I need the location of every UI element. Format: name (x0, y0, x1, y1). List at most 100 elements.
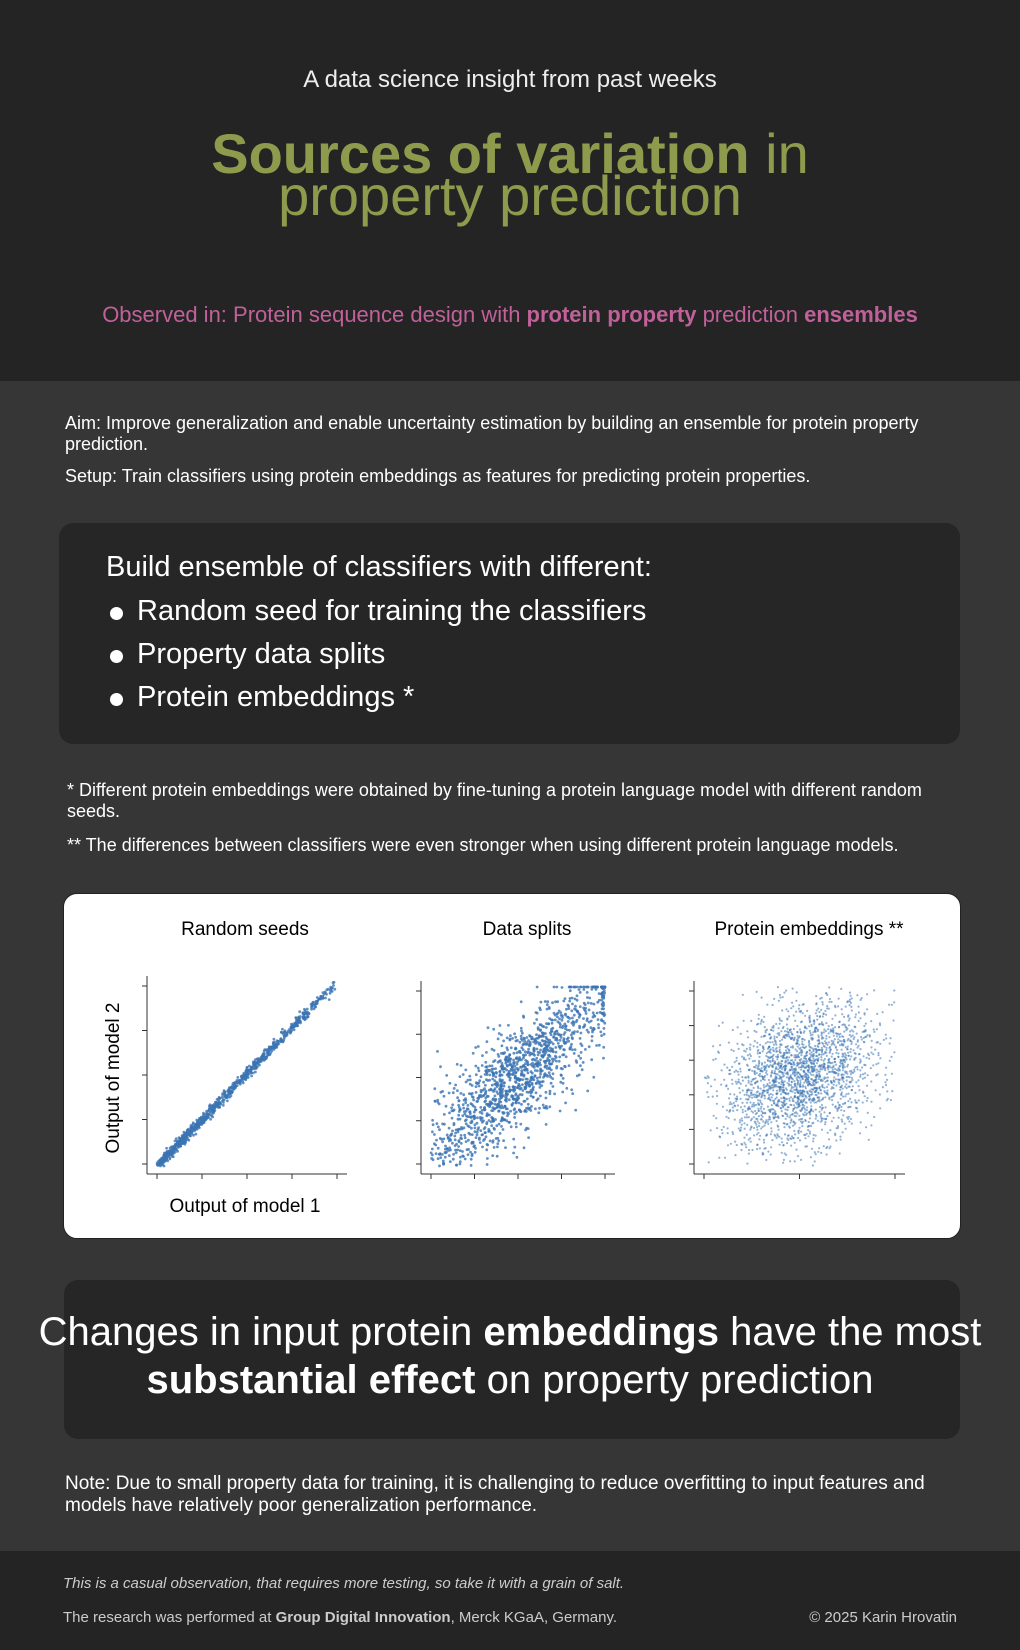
scatter-dot (748, 1096, 751, 1099)
scatter-dot (794, 1082, 797, 1085)
scatter-dot (774, 1110, 777, 1113)
scatter-dot (801, 1120, 805, 1123)
scatter-dot (854, 1013, 858, 1016)
scatter-dot (817, 1150, 820, 1153)
scatter-dot (723, 1156, 727, 1159)
scatter-dot (602, 1032, 606, 1036)
scatter-dot (843, 1059, 846, 1062)
scatter-dot (206, 1116, 210, 1119)
scatter-dot (535, 1081, 538, 1085)
scatter-dot (180, 1141, 184, 1145)
scatter-dot (545, 1073, 548, 1077)
scatter-dot (576, 1030, 579, 1033)
scatter-dot (762, 1138, 766, 1141)
scatter-dot (558, 1025, 562, 1029)
scatter-dot (734, 1140, 737, 1143)
scatter-dot (525, 1068, 529, 1072)
scatter-dot (177, 1136, 181, 1140)
scatter-dot (786, 1071, 789, 1074)
scatter-dot (875, 1063, 878, 1066)
scatter-dot (813, 1069, 816, 1072)
scatter-dot (325, 988, 329, 992)
scatter-dot (448, 1146, 452, 1150)
scatter-dot (471, 1051, 475, 1055)
scatter-dot (800, 1108, 804, 1111)
scatter-dot (809, 1071, 812, 1074)
scatter-dot (789, 1090, 792, 1093)
scatter-dot (774, 1041, 777, 1044)
scatter-dot (756, 1052, 759, 1055)
scatter-dot (567, 1039, 571, 1043)
scatter-dot (494, 1083, 498, 1086)
scatter-dot (186, 1138, 190, 1141)
scatter-dot (778, 1019, 782, 1022)
scatter-dot (543, 1042, 547, 1046)
scatter-dot (492, 1126, 496, 1130)
scatter-dot (550, 1027, 553, 1031)
scatter-dot (859, 998, 862, 1002)
scatter-dot (741, 1079, 745, 1082)
scatter-dot (805, 1027, 808, 1030)
scatter-dot (811, 1047, 814, 1050)
scatter-dot (753, 1103, 756, 1106)
scatter-dot (497, 1122, 501, 1126)
scatter-dot (573, 985, 576, 989)
footnote: * Different protein embeddings were obta… (67, 780, 922, 821)
scatter-dot (805, 1059, 809, 1062)
scatter-dot (430, 1147, 434, 1151)
scatter-dot (778, 1050, 781, 1053)
scatter-dot (541, 1103, 545, 1107)
scatter-dot (791, 1124, 795, 1127)
scatter-dot (746, 1098, 750, 1101)
scatter-dot (756, 1120, 759, 1123)
scatter-dot (827, 1025, 830, 1028)
scatter-dot (862, 1073, 865, 1076)
scatter-dot (735, 1097, 738, 1100)
scatter-dot (763, 1068, 766, 1071)
scatter-dot (813, 1160, 816, 1163)
scatter-dot (512, 1151, 515, 1155)
scatter-dot (847, 1100, 850, 1103)
scatter-dot (228, 1089, 231, 1092)
scatter-dot (761, 1070, 764, 1073)
bullet-text: Property data splits (137, 638, 386, 670)
scatter-dot (516, 1086, 520, 1090)
scatter-dot (485, 1148, 489, 1152)
scatter-dot (513, 1068, 517, 1072)
scatter-dot (786, 1142, 789, 1145)
scatter-dot (835, 1051, 838, 1054)
scatter-dot (824, 1123, 827, 1126)
scatter-dot (431, 1130, 434, 1134)
scatter-dot (740, 1117, 743, 1120)
scatter-dot (774, 1077, 777, 1080)
scatter-dot (866, 993, 869, 996)
scatter-dot (821, 1117, 824, 1120)
scatter-dot (763, 1089, 766, 1092)
scatter-dot (732, 1049, 735, 1053)
scatter-dot (548, 1038, 552, 1042)
scatter-dot (464, 1122, 468, 1126)
scatter-dot (554, 1000, 557, 1004)
scatter-dot (813, 1059, 816, 1062)
scatter-dot (775, 1036, 779, 1039)
scatter-dot (824, 1121, 827, 1124)
scatter-dot (876, 1012, 879, 1016)
scatter-dot (729, 1093, 732, 1096)
scatter-dot (784, 1061, 787, 1064)
scatter-dot (715, 1117, 718, 1120)
scatter-dot (522, 1015, 526, 1019)
scatter-dot (514, 1081, 518, 1084)
scatter-dot (719, 1044, 722, 1047)
scatter-dot (550, 1062, 554, 1066)
scatter-dot (833, 1060, 836, 1063)
scatter-dot (743, 1105, 746, 1108)
scatter-dot (448, 1160, 452, 1163)
scatter-dot (767, 1097, 770, 1100)
scatter-dot (831, 1103, 834, 1106)
scatter-dot (475, 1133, 479, 1137)
scatter-dot (536, 1069, 539, 1073)
scatter-dot (235, 1079, 239, 1082)
scatter-dot (789, 1083, 793, 1087)
scatter-dot (745, 1093, 748, 1096)
scatter-dot (864, 1035, 867, 1039)
